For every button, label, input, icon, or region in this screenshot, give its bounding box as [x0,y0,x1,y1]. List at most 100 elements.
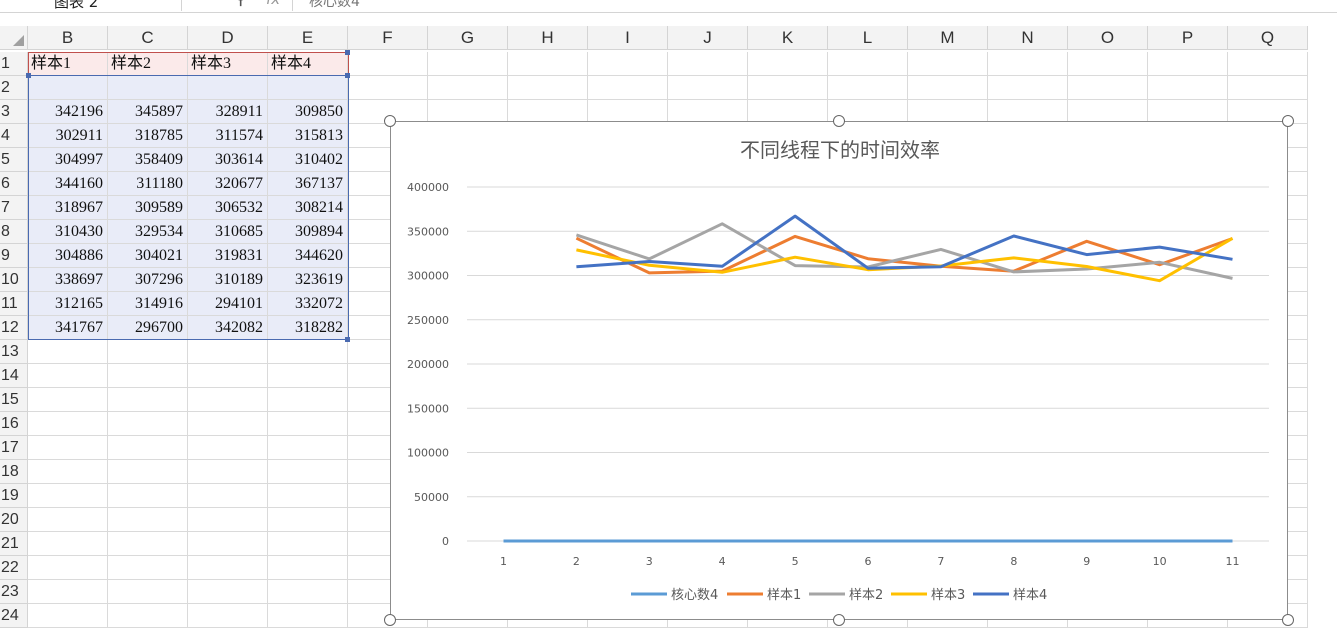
chart-resize-handle-icon[interactable] [1282,115,1294,127]
data-cell[interactable]: 328911 [188,100,268,124]
cell[interactable] [108,364,188,388]
cell[interactable] [28,604,108,628]
column-header-p[interactable]: P [1148,26,1228,50]
data-cell[interactable]: 312165 [28,292,108,316]
cell[interactable] [268,340,348,364]
cell[interactable] [108,532,188,556]
cell[interactable] [908,76,988,100]
cell[interactable] [108,508,188,532]
cell[interactable] [1068,76,1148,100]
chart-resize-handle-icon[interactable] [1282,614,1294,626]
row-header-7[interactable]: 7 [0,196,28,220]
data-cell[interactable]: 309850 [268,100,348,124]
data-cell[interactable]: 311180 [108,172,188,196]
cell[interactable] [188,604,268,628]
data-cell[interactable] [188,76,268,100]
header-cell[interactable]: 样本3 [188,52,268,76]
cell[interactable] [988,76,1068,100]
cell[interactable] [1228,604,1308,628]
data-cell[interactable] [108,76,188,100]
data-cell[interactable] [28,76,108,100]
data-cell[interactable]: 367137 [268,172,348,196]
cell[interactable] [188,532,268,556]
column-header-i[interactable]: I [588,26,668,50]
cell[interactable] [1148,52,1228,76]
data-cell[interactable]: 342196 [28,100,108,124]
data-cell[interactable]: 310430 [28,220,108,244]
row-header-15[interactable]: 15 [0,388,28,412]
row-header-1[interactable]: 1 [0,52,28,76]
cell[interactable] [1228,76,1308,100]
column-header-l[interactable]: L [828,26,908,50]
cell[interactable] [588,52,668,76]
row-header-19[interactable]: 19 [0,484,28,508]
cell[interactable] [188,580,268,604]
cell[interactable] [28,364,108,388]
cell[interactable] [268,412,348,436]
cell[interactable] [428,52,508,76]
row-header-4[interactable]: 4 [0,124,28,148]
range-handle-icon[interactable] [345,73,350,78]
cell[interactable] [668,52,748,76]
row-header-3[interactable]: 3 [0,100,28,124]
data-cell[interactable]: 314916 [108,292,188,316]
column-header-o[interactable]: O [1068,26,1148,50]
cell[interactable] [28,340,108,364]
data-cell[interactable]: 302911 [28,124,108,148]
row-header-17[interactable]: 17 [0,436,28,460]
cell[interactable] [268,484,348,508]
cell[interactable] [108,484,188,508]
cell[interactable] [108,580,188,604]
header-cell[interactable]: 样本4 [268,52,348,76]
row-header-6[interactable]: 6 [0,172,28,196]
row-header-9[interactable]: 9 [0,244,28,268]
search-icon[interactable]: ⚲ [234,0,247,9]
column-header-d[interactable]: D [188,26,268,50]
cell[interactable] [268,556,348,580]
cell[interactable] [588,76,668,100]
data-cell[interactable]: 309894 [268,220,348,244]
cell[interactable] [108,556,188,580]
data-cell[interactable]: 294101 [188,292,268,316]
cell[interactable] [828,76,908,100]
data-cell[interactable]: 307296 [108,268,188,292]
cell[interactable] [28,388,108,412]
range-handle-icon[interactable] [26,73,31,78]
cell[interactable] [1068,52,1148,76]
header-cell[interactable]: 样本2 [108,52,188,76]
data-cell[interactable]: 304886 [28,244,108,268]
data-cell[interactable]: 304021 [108,244,188,268]
cell[interactable] [188,388,268,412]
cell[interactable] [28,484,108,508]
cell[interactable] [1228,52,1308,76]
column-header-n[interactable]: N [988,26,1068,50]
chart-resize-handle-icon[interactable] [384,614,396,626]
header-range-handle-icon[interactable] [345,50,350,55]
cell[interactable] [188,436,268,460]
cell[interactable] [188,460,268,484]
line-chart[interactable]: 不同线程下的时间效率 0 50000 100000 150000 200000 25000… [390,121,1288,620]
cell[interactable] [908,52,988,76]
cell[interactable] [268,580,348,604]
data-cell[interactable]: 329534 [108,220,188,244]
data-cell[interactable]: 318282 [268,316,348,340]
cell[interactable] [108,460,188,484]
cell[interactable] [828,52,908,76]
cell[interactable] [28,532,108,556]
data-cell[interactable]: 296700 [108,316,188,340]
cell[interactable] [28,412,108,436]
cell[interactable] [108,604,188,628]
fx-icon[interactable]: fx [266,0,280,8]
column-header-e[interactable]: E [268,26,348,50]
row-header-12[interactable]: 12 [0,316,28,340]
data-cell[interactable]: 306532 [188,196,268,220]
data-cell[interactable]: 304997 [28,148,108,172]
cell[interactable] [108,412,188,436]
cell[interactable] [268,364,348,388]
cell[interactable] [188,508,268,532]
cell[interactable] [268,388,348,412]
data-cell[interactable]: 345897 [108,100,188,124]
data-cell[interactable]: 303614 [188,148,268,172]
cell[interactable] [1148,76,1228,100]
row-header-8[interactable]: 8 [0,220,28,244]
